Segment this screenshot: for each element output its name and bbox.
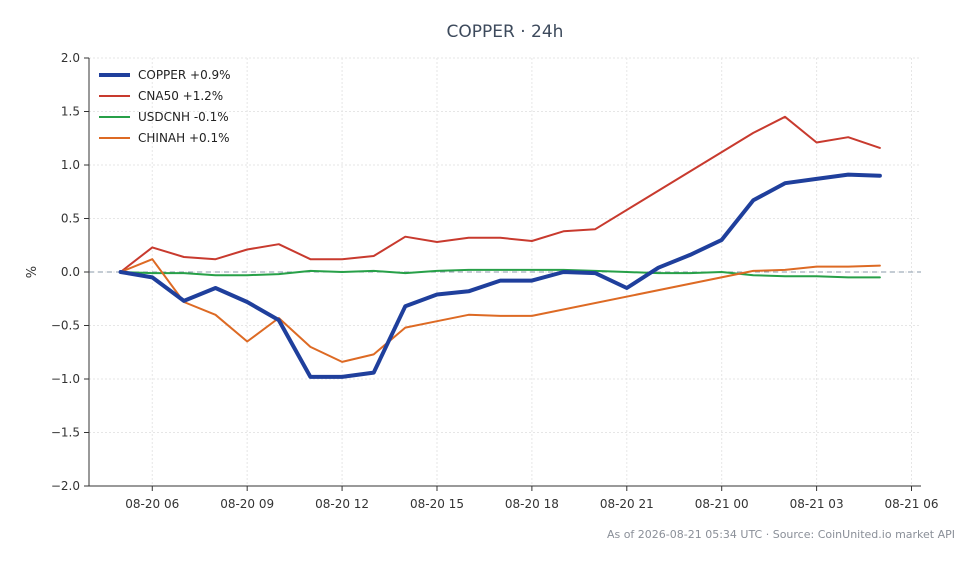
y-ticks: 2.0 1.5 1.0 0.5 0.0 −0.5 −1.0 −1.5 −2.0 (51, 51, 89, 493)
chart-title: COPPER · 24h (447, 22, 564, 42)
x-tick-label: 08-21 03 (790, 497, 844, 511)
x-tick-label: 08-20 15 (410, 497, 464, 511)
x-tick-label: 08-21 06 (885, 497, 939, 511)
x-tick-label: 08-20 06 (125, 497, 179, 511)
series-line-1 (119, 115, 881, 273)
x-tick-label: 08-21 00 (695, 497, 749, 511)
series-line-0 (118, 172, 882, 379)
legend-label: CHINAH +0.1% (138, 131, 230, 145)
series-group (118, 115, 882, 379)
y-tick-label: −2.0 (51, 479, 80, 493)
y-tick-label: 2.0 (61, 51, 80, 65)
legend-label: CNA50 +1.2% (138, 89, 223, 103)
y-axis-label: % (25, 266, 40, 278)
x-tick-label: 08-20 09 (220, 497, 274, 511)
y-tick-label: −0.5 (51, 319, 80, 333)
y-tick-label: 1.5 (61, 105, 80, 119)
y-tick-label: 0.0 (61, 265, 80, 279)
legend-label: USDCNH -0.1% (138, 110, 229, 124)
x-tick-label: 08-20 21 (600, 497, 654, 511)
legend-label: COPPER +0.9% (138, 68, 231, 82)
series-line-3 (119, 258, 881, 363)
x-tick-label: 08-20 12 (315, 497, 369, 511)
y-tick-label: −1.0 (51, 372, 80, 386)
y-tick-label: 1.0 (61, 158, 80, 172)
x-ticks: 08-20 06 08-20 09 08-20 12 08-20 15 08-20 18… (125, 486, 938, 511)
legend: COPPER +0.9% CNA50 +1.2% USDCNH -0.1% CHINA… (99, 68, 231, 145)
series-line-2 (119, 268, 881, 279)
y-tick-label: −1.5 (51, 426, 80, 440)
y-tick-label: 0.5 (61, 212, 80, 226)
x-tick-label: 08-20 18 (505, 497, 559, 511)
footer-source: As of 2026-08-21 05:34 UTC · Source: Coi… (607, 528, 955, 541)
